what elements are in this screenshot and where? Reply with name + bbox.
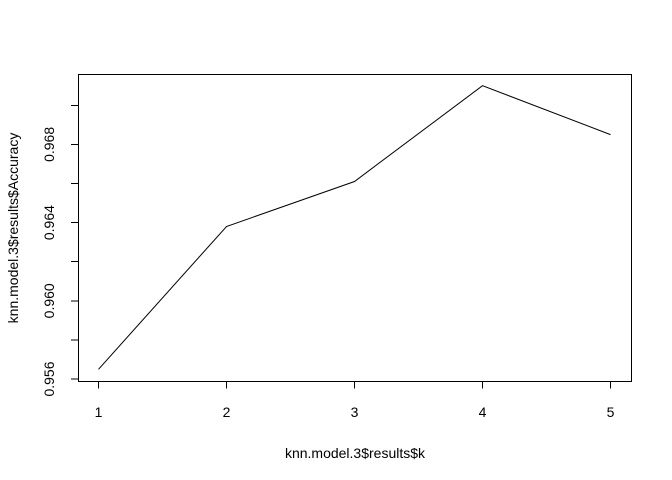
x-tick-label: 4 [479,404,487,420]
x-tick-label: 2 [223,404,231,420]
x-tick-label: 5 [607,404,615,420]
x-axis-ticks: 1 2 3 4 5 [95,381,615,420]
y-axis-label: knn.model.3$results$Accuracy [5,133,21,324]
y-tick-label: 0.960 [41,283,57,318]
y-axis-ticks: 0.956 0.960 0.964 0.968 [41,104,79,397]
x-tick-label: 1 [95,404,103,420]
y-tick-label: 0.956 [41,361,57,396]
y-tick-label: 0.968 [41,127,57,162]
accuracy-series-line [98,85,611,370]
x-axis-label: knn.model.3$results$k [285,445,426,461]
plot-box [78,74,632,382]
x-tick-label: 3 [351,404,359,420]
y-tick-label: 0.964 [41,205,57,240]
